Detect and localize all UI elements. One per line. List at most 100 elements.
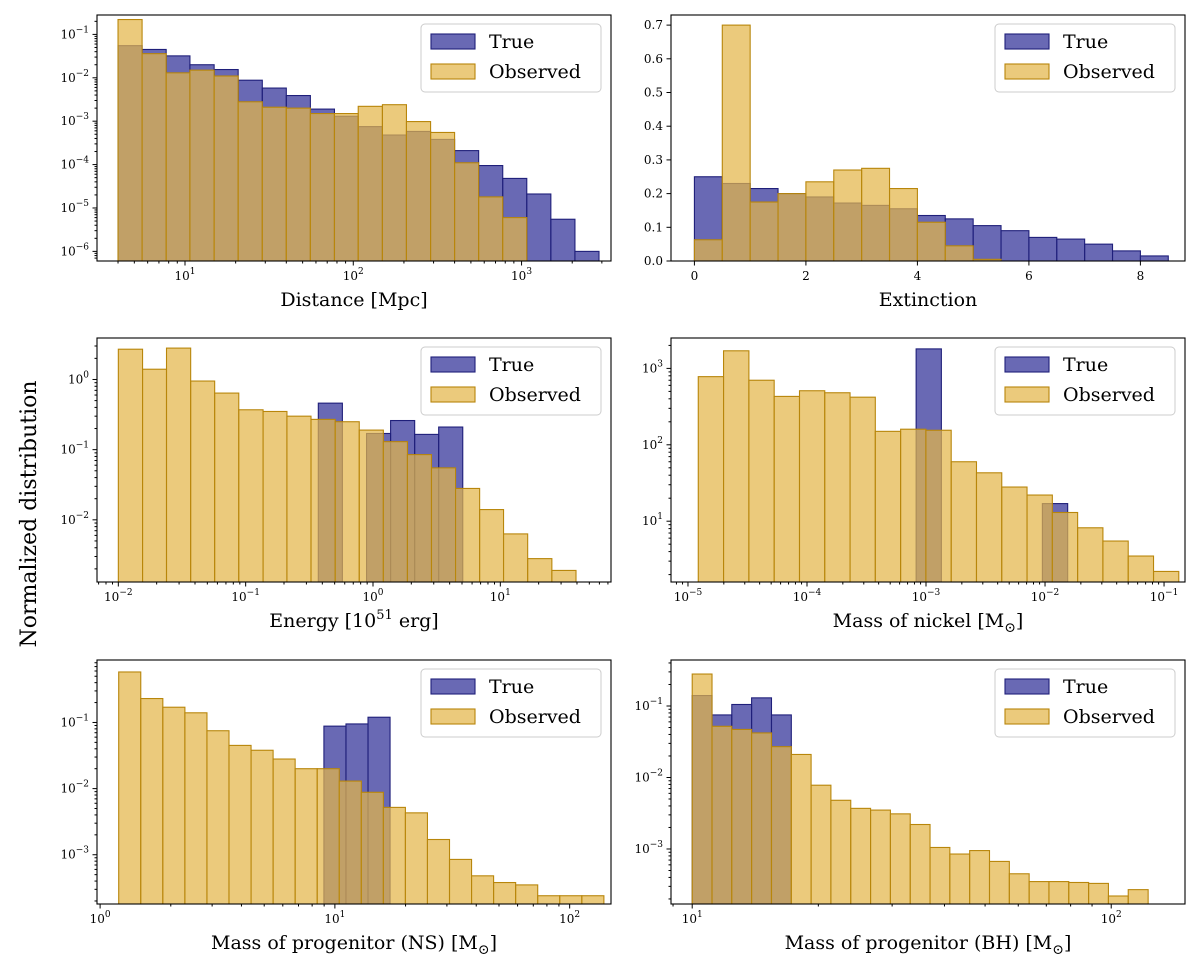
panel-energy: 10−2 10−1 100 101 10−2 10−1 100 Energy [1051 er… bbox=[60, 337, 612, 632]
bar-progenitor_ns-observed-6 bbox=[250, 749, 274, 904]
legend-progenitor_ns: True Observed bbox=[420, 668, 602, 738]
y-tick-label: 0.4 bbox=[644, 119, 663, 133]
bar-progenitor_bh-observed-14 bbox=[969, 850, 991, 904]
legend-swatch-observed bbox=[430, 63, 476, 80]
x-tick-label: 10−1 bbox=[231, 588, 260, 604]
bars-progenitor_bh bbox=[691, 673, 1149, 904]
bar-progenitor_ns-observed-15 bbox=[448, 858, 473, 904]
y-tick-label: 102 bbox=[642, 436, 663, 452]
x-axis-label-nickel: Mass of nickel [M⊙] bbox=[833, 610, 1024, 636]
bar-energy-observed-3 bbox=[190, 380, 216, 582]
bar-energy-observed-1 bbox=[142, 368, 168, 582]
y-tick-label: 100 bbox=[68, 370, 89, 386]
panel-nickel: 10−5 10−4 10−3 10−2 10−1 101 102 103 Mass of nic… bbox=[642, 337, 1186, 636]
legend-distance: True Observed bbox=[420, 23, 602, 93]
bar-progenitor_bh-observed-12 bbox=[929, 846, 951, 904]
axes-frame-progenitor_ns bbox=[96, 659, 612, 905]
bar-progenitor_bh-observed-7 bbox=[830, 799, 852, 904]
bar-extinction-true-12 bbox=[1028, 236, 1058, 261]
y-tick-label: 10−2 bbox=[60, 511, 89, 527]
bar-progenitor_ns-observed-5 bbox=[228, 744, 252, 904]
bar-progenitor_bh-observed-8 bbox=[850, 807, 872, 904]
bar-progenitor_bh-observed-5 bbox=[790, 753, 812, 904]
x-axis-label-extinction: Extinction bbox=[879, 289, 978, 311]
bar-extinction-true-14 bbox=[1084, 243, 1114, 261]
bar-distance-observed-15 bbox=[478, 196, 504, 261]
x-tick-label: 101 bbox=[324, 910, 345, 926]
bar-extinction-observed-6 bbox=[861, 167, 891, 261]
bar-distance-observed-12 bbox=[405, 121, 432, 261]
y-tick-label: 10−5 bbox=[60, 199, 89, 215]
y-tick-label: 10−3 bbox=[60, 846, 89, 862]
bar-energy-observed-2 bbox=[165, 347, 192, 582]
bars-progenitor_ns bbox=[118, 671, 605, 904]
axes-frame-progenitor_bh bbox=[670, 659, 1186, 905]
bar-extinction-observed-8 bbox=[916, 221, 946, 261]
axes-frame-extinction bbox=[670, 14, 1186, 262]
legend-label-observed: Observed bbox=[1063, 706, 1155, 728]
legend-swatch-true bbox=[430, 356, 476, 373]
bar-extinction-observed-1 bbox=[721, 24, 751, 261]
legend-swatch-observed bbox=[430, 708, 476, 725]
x-tick-label: 10−5 bbox=[674, 588, 703, 604]
bar-progenitor_bh-observed-17 bbox=[1028, 881, 1050, 904]
bar-energy-observed-9 bbox=[334, 421, 360, 582]
bar-extinction-observed-0 bbox=[693, 239, 723, 261]
bar-nickel-observed-18 bbox=[1152, 570, 1180, 582]
bar-extinction-observed-2 bbox=[749, 201, 779, 261]
bar-progenitor_ns-observed-10 bbox=[338, 780, 362, 904]
bar-distance-observed-4 bbox=[213, 75, 239, 261]
bar-distance-observed-0 bbox=[117, 18, 143, 261]
y-tick-label: 0.2 bbox=[644, 187, 663, 201]
legend-extinction: True Observed bbox=[994, 23, 1176, 93]
bar-distance-true-17 bbox=[526, 193, 552, 261]
bar-progenitor_bh-observed-10 bbox=[889, 813, 911, 904]
bar-progenitor_ns-observed-4 bbox=[206, 730, 230, 904]
y-tick-label: 10−1 bbox=[60, 441, 89, 457]
legend-label-observed: Observed bbox=[489, 706, 581, 728]
x-tick-label: 10−1 bbox=[1150, 588, 1179, 604]
bar-progenitor_bh-observed-19 bbox=[1068, 881, 1090, 904]
y-tick-label: 10−1 bbox=[60, 713, 89, 729]
legend-swatch-observed bbox=[430, 386, 476, 403]
y-tick-label: 10−2 bbox=[60, 69, 89, 85]
bar-nickel-observed-6 bbox=[849, 396, 876, 582]
bar-progenitor_ns-observed-21 bbox=[581, 895, 605, 904]
bar-energy-observed-5 bbox=[238, 409, 264, 582]
bar-progenitor_ns-observed-2 bbox=[162, 706, 186, 904]
bar-extinction-observed-5 bbox=[833, 169, 863, 261]
bar-energy-observed-13 bbox=[430, 467, 457, 582]
bar-energy-observed-11 bbox=[382, 441, 408, 582]
x-tick-label: 101 bbox=[490, 588, 511, 604]
legend-label-observed: Observed bbox=[1063, 61, 1155, 83]
bar-extinction-true-10 bbox=[972, 225, 1002, 261]
bars-extinction bbox=[693, 24, 1169, 261]
bar-energy-observed-16 bbox=[502, 533, 529, 582]
bar-progenitor_ns-observed-0 bbox=[118, 671, 142, 904]
bar-progenitor_ns-observed-18 bbox=[515, 884, 539, 904]
bar-nickel-observed-4 bbox=[798, 390, 826, 582]
legend-energy: True Observed bbox=[420, 346, 602, 416]
figure-y-axis-label: Normalized distribution bbox=[17, 380, 42, 647]
bar-energy-observed-12 bbox=[406, 454, 433, 582]
bar-progenitor_bh-observed-18 bbox=[1048, 881, 1070, 904]
bar-nickel-observed-9 bbox=[925, 429, 952, 582]
y-tick-label: 0.6 bbox=[644, 52, 663, 66]
bar-nickel-observed-16 bbox=[1102, 540, 1129, 582]
bar-energy-observed-15 bbox=[479, 509, 505, 582]
bar-progenitor_bh-observed-22 bbox=[1127, 889, 1149, 904]
bar-progenitor_bh-observed-2 bbox=[731, 728, 753, 904]
bar-progenitor_bh-observed-15 bbox=[988, 860, 1010, 904]
y-tick-label: 0.3 bbox=[644, 153, 663, 167]
legend-swatch-true bbox=[1004, 33, 1050, 50]
bar-progenitor_bh-observed-11 bbox=[909, 823, 931, 904]
bar-extinction-observed-9 bbox=[944, 245, 974, 261]
bar-nickel-observed-0 bbox=[697, 376, 725, 582]
legend-nickel: True Observed bbox=[994, 346, 1176, 416]
bar-energy-observed-10 bbox=[358, 429, 384, 582]
bar-distance-observed-11 bbox=[381, 104, 407, 261]
bar-energy-observed-4 bbox=[214, 392, 240, 582]
x-tick-label: 102 bbox=[1101, 910, 1122, 926]
bar-progenitor_ns-observed-9 bbox=[316, 768, 340, 904]
bar-extinction-true-11 bbox=[1000, 230, 1030, 261]
